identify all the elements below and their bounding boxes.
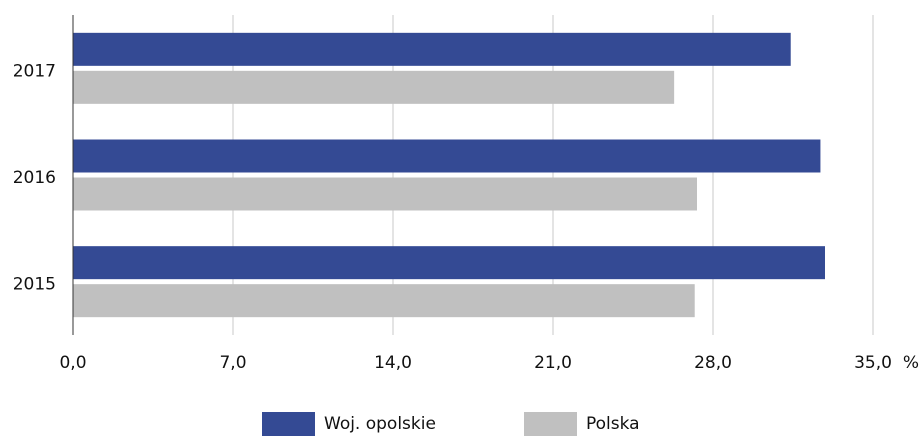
x-tick-label: 7,0 <box>219 353 246 373</box>
legend-swatch <box>524 412 577 436</box>
x-tick-label: 0,0 <box>59 353 86 373</box>
legend-swatch <box>262 412 315 436</box>
bar <box>73 32 791 66</box>
bar <box>73 70 675 104</box>
x-axis-label: % <box>903 353 919 373</box>
y-tick-label: 2015 <box>13 275 56 295</box>
bar <box>73 139 821 173</box>
bar <box>73 284 695 318</box>
y-tick-label: 2016 <box>13 168 56 188</box>
x-tick-label: 35,0 <box>854 353 892 373</box>
legend-label: Woj. opolskie <box>324 414 436 434</box>
x-tick-label: 14,0 <box>374 353 412 373</box>
x-tick-label: 28,0 <box>694 353 732 373</box>
legend-label: Polska <box>586 414 640 434</box>
x-tick-label: 21,0 <box>534 353 572 373</box>
y-tick-label: 2017 <box>13 61 56 81</box>
bar <box>73 177 697 211</box>
bar <box>73 246 825 280</box>
